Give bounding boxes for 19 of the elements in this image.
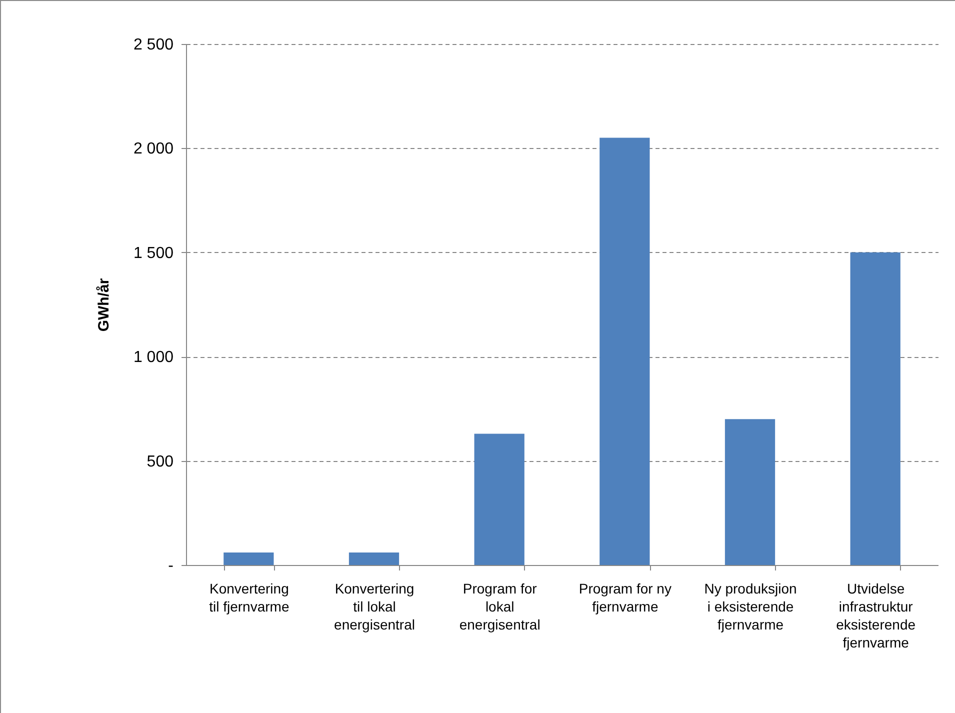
- y-axis-title: GWh/år: [95, 278, 112, 332]
- x-tick-label: Konvertering til fjernvarme: [209, 580, 290, 614]
- x-tick-label: Ny produksjion i eksisterende fjernvarme: [704, 580, 797, 632]
- bar: [474, 434, 524, 565]
- bar: [600, 138, 650, 565]
- y-tick-label: -: [168, 558, 174, 574]
- x-tick-label: Konvertering til lokal energisentral: [334, 580, 415, 632]
- bar: [224, 552, 274, 565]
- bar: [850, 252, 900, 565]
- bar: [348, 552, 400, 565]
- x-tick-label: Program for lokal energisentral: [459, 580, 540, 632]
- x-tick-label: Utvidelse infrastruktur eksisterende fjernvarme: [836, 580, 916, 650]
- y-tick-label: 500: [146, 453, 174, 470]
- y-tick-label: 1 500: [133, 244, 174, 262]
- y-tick-label: 2 000: [133, 140, 174, 158]
- y-tick-label: 2 500: [133, 36, 174, 54]
- bar: [724, 419, 776, 565]
- y-tick-label: 1 000: [133, 349, 174, 366]
- x-tick-label: Program for ny fjernvarme: [578, 580, 672, 614]
